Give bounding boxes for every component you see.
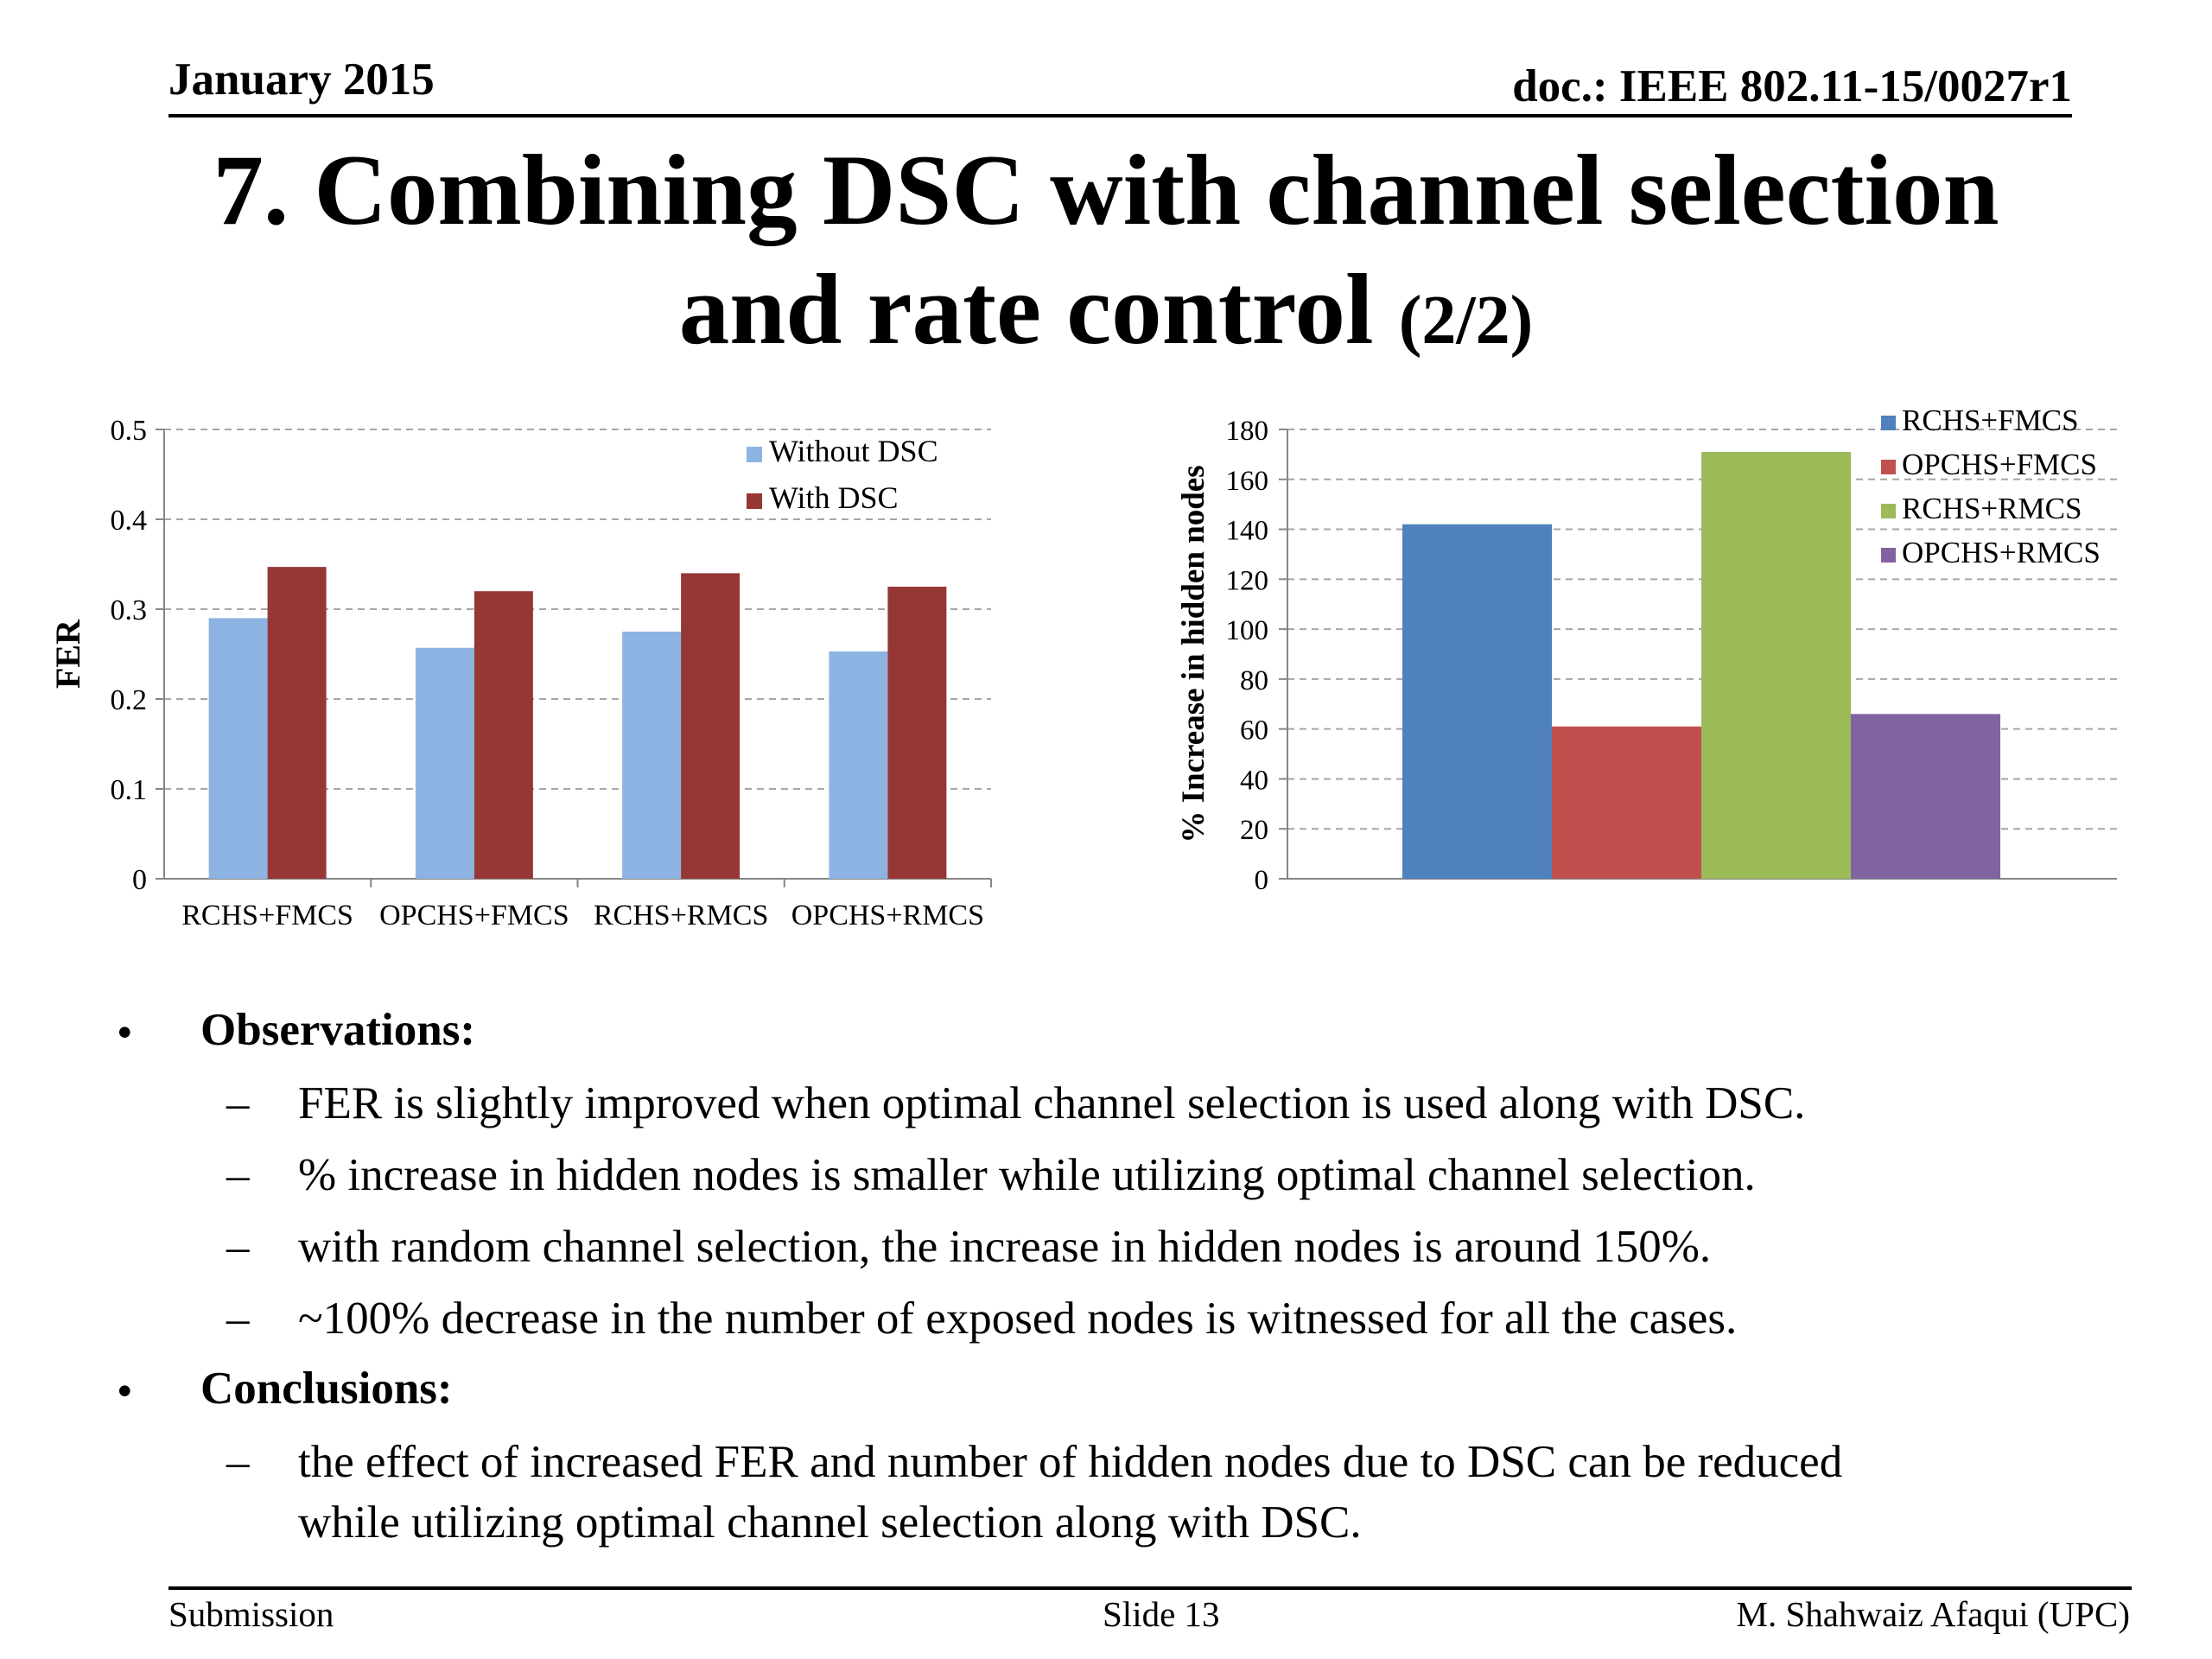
conclusion-item-line1: the effect of increased FER and number o…: [298, 1437, 1843, 1487]
slide-title-line1: 7. Combining DSC with channel selection: [213, 135, 1999, 246]
footer-divider: [168, 1586, 2132, 1590]
observation-item: with random channel selection, the incre…: [298, 1222, 1712, 1272]
slide-title-suffix: (2/2): [1398, 283, 1534, 359]
observation-item: % increase in hidden nodes is smaller wh…: [298, 1150, 1756, 1200]
conclusions-heading: Conclusions:: [200, 1363, 453, 1414]
dash-marker: –: [226, 1437, 250, 1487]
footer-slide-number: Slide 13: [1103, 1594, 1220, 1634]
header-date: January 2015: [168, 54, 435, 105]
header-doc-id: doc.: IEEE 802.11-15/0027r1: [1512, 61, 2072, 111]
conclusion-item-line2: while utilizing optimal channel selectio…: [298, 1497, 1362, 1548]
footer-author: M. Shahwaiz Afaqui (UPC): [1736, 1594, 2130, 1634]
footer-submission: Submission: [168, 1594, 334, 1634]
slide-title-main: and rate control: [678, 254, 1374, 365]
bullet-conclusions: •: [117, 1366, 133, 1416]
observation-item: FER is slightly improved when optimal ch…: [298, 1078, 1806, 1128]
bullet-observations: •: [117, 1007, 133, 1058]
dash-marker: –: [226, 1078, 250, 1128]
dash-marker: –: [226, 1222, 250, 1272]
dash-marker: –: [226, 1150, 250, 1200]
slide-title-line2: and rate control (2/2): [0, 259, 2212, 360]
observation-item: ~100% decrease in the number of exposed …: [298, 1294, 1738, 1344]
header-divider: [168, 114, 2072, 118]
dash-marker: –: [226, 1294, 250, 1344]
observations-heading: Observations:: [200, 1005, 475, 1055]
